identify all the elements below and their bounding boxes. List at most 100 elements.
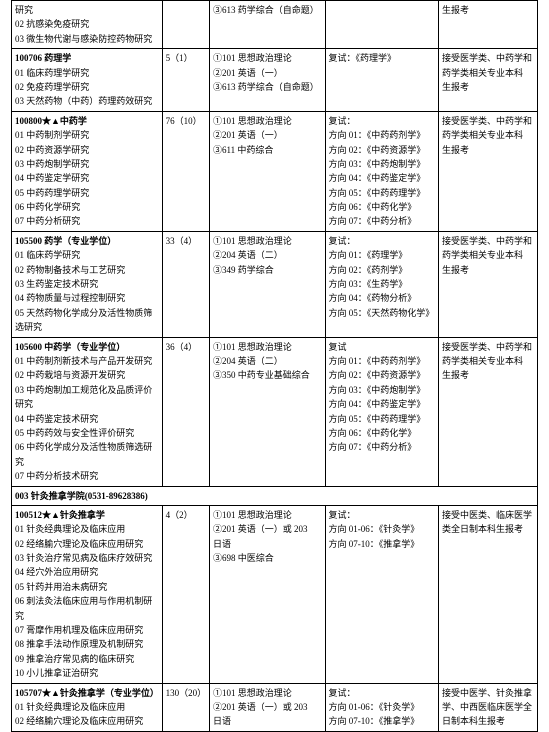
program-cell-line: 10 小儿推拿证治研究 bbox=[15, 666, 159, 680]
program-cell-line: 03 生药鉴定技术研究 bbox=[15, 277, 159, 291]
retest-cell-line: 方向 02：《中药资源学》 bbox=[329, 143, 435, 157]
exam-cell-line: ②204 英语（二） bbox=[213, 248, 322, 262]
retest-cell-line: 方向 03：《中药炮制学》 bbox=[329, 157, 435, 171]
program-cell-line: 105500 药学（专业学位） bbox=[15, 234, 159, 248]
exam-cell-line: ③611 中药综合 bbox=[213, 143, 322, 157]
retest-cell-line: 方向 07：《中药分析》 bbox=[329, 214, 435, 228]
program-cell-line: 02 免疫药理学研究 bbox=[15, 80, 159, 94]
table-row: 100512★▲针灸推拿学01 针灸经典理论及临床应用02 经络腧穴理论及临床应… bbox=[12, 505, 538, 683]
table-row: 003 针灸推拿学院(0531-89628386) bbox=[12, 486, 538, 505]
exam-cell-line: ③698 中医综合 bbox=[213, 551, 322, 565]
program-cell-line: 09 推拿治疗常见病的临床研究 bbox=[15, 652, 159, 666]
exam-cell-line: ①101 思想政治理论 bbox=[213, 51, 322, 65]
retest-cell bbox=[325, 1, 438, 49]
program-cell-line: 105707★▲针灸推拿学（专业学位） bbox=[15, 686, 159, 700]
requirement-cell: 接受医学类、中药学和药学类相关专业本科生报考 bbox=[438, 49, 537, 112]
requirement-cell: 接受医学类、中药学和药学类相关专业本科生报考 bbox=[438, 231, 537, 337]
exam-cell-line: ③613 药学综合（自命题） bbox=[213, 3, 322, 17]
program-cell-line: 03 中药炮制加工规范化及品质评价研究 bbox=[15, 383, 159, 412]
exam-cell: ①101 思想政治理论②204 英语（二）③349 药学综合 bbox=[210, 231, 326, 337]
retest-cell-line: 方向 04：《中药鉴定学》 bbox=[329, 171, 435, 185]
retest-cell-line: 复试： bbox=[329, 114, 435, 128]
retest-cell-line: 方向 06：《中药化学》 bbox=[329, 200, 435, 214]
requirement-cell-line: 生报考 bbox=[442, 80, 534, 94]
program-cell-line: 02 中药资源学研究 bbox=[15, 143, 159, 157]
exam-cell-line: 日语 bbox=[213, 537, 322, 551]
exam-cell: ①101 思想政治理论②201 英语（一）或 203日语 bbox=[210, 683, 326, 731]
section-header: 003 针灸推拿学院(0531-89628386) bbox=[12, 486, 538, 505]
requirement-cell-line: 生报考 bbox=[442, 263, 534, 277]
exam-cell-line: ②201 英语（一）或 203 bbox=[213, 700, 322, 714]
program-cell-line: 03 微生物代谢与感染防控药物研究 bbox=[15, 32, 159, 46]
requirement-cell-line: 药学类相关专业本科 bbox=[442, 248, 534, 262]
retest-cell-line: 方向 01：《药理学》 bbox=[329, 248, 435, 262]
retest-cell-line: 方向 01：《中药药剂学》 bbox=[329, 128, 435, 142]
exam-cell-line: ①101 思想政治理论 bbox=[213, 114, 322, 128]
exam-cell-line: ③349 药学综合 bbox=[213, 263, 322, 277]
program-cell-line: 06 中药化学成分及活性物质筛选研究 bbox=[15, 440, 159, 469]
table-row: 100706 药理学01 临床药理学研究02 免疫药理学研究03 天然药物（中药… bbox=[12, 49, 538, 112]
retest-cell-line: 复试 bbox=[329, 340, 435, 354]
program-cell-line: 04 药物质量与过程控制研究 bbox=[15, 291, 159, 305]
requirement-cell-line: 生报考 bbox=[442, 368, 534, 382]
table-row: 105707★▲针灸推拿学（专业学位）01 针灸经典理论及临床应用02 经络腧穴… bbox=[12, 683, 538, 731]
retest-cell: 复试：方向 01：《中药药剂学》方向 02：《中药资源学》方向 03：《中药炮制… bbox=[325, 111, 438, 231]
requirement-cell-line: 学、中西医临床医学全 bbox=[442, 700, 534, 714]
retest-cell-line: 方向 03：《中药炮制学》 bbox=[329, 383, 435, 397]
program-cell-line: 01 针灸经典理论及临床应用 bbox=[15, 522, 159, 536]
program-cell-line: 03 针灸治疗常见病及临床疗效研究 bbox=[15, 551, 159, 565]
retest-cell-line: 复试： bbox=[329, 234, 435, 248]
program-cell-line: 04 中药鉴定技术研究 bbox=[15, 412, 159, 426]
retest-cell-line: 方向 05：《中药药理学》 bbox=[329, 412, 435, 426]
retest-cell-line: 方向 02：《中药资源学》 bbox=[329, 368, 435, 382]
retest-cell-line: 方向 04：《中药鉴定学》 bbox=[329, 397, 435, 411]
exam-cell-line: ②201 英语（一） bbox=[213, 128, 322, 142]
program-cell-line: 100512★▲针灸推拿学 bbox=[15, 508, 159, 522]
program-cell-line: 02 中药栽培与资源开发研究 bbox=[15, 368, 159, 382]
program-cell-line: 01 中药制剂新技术与产品开发研究 bbox=[15, 354, 159, 368]
program-cell-line: 08 推拿手法动作原理及机制研究 bbox=[15, 637, 159, 651]
quota-cell: 33（4） bbox=[162, 231, 209, 337]
requirement-cell-line: 接受中医类、临床医学 bbox=[442, 508, 534, 522]
requirement-cell: 接受医学类、中药学和药学类相关专业本科生报考 bbox=[438, 337, 537, 486]
program-cell-line: 05 天然药物化学成分及活性物质筛选研究 bbox=[15, 306, 159, 335]
program-cell-line: 02 药物制备技术与工艺研究 bbox=[15, 263, 159, 277]
exam-cell: ①101 思想政治理论②201 英语（一）③613 药学综合（自命题） bbox=[210, 49, 326, 112]
retest-cell-line: 方向 01：《中药药剂学》 bbox=[329, 354, 435, 368]
requirement-cell-line: 接受医学类、中药学和 bbox=[442, 234, 534, 248]
retest-cell: 复试：方向 01：《药理学》方向 02：《药剂学》方向 03：《生药学》方向 0… bbox=[325, 231, 438, 337]
program-cell-line: 07 中药分析技术研究 bbox=[15, 469, 159, 483]
requirement-cell-line: 接受中医学、针灸推拿 bbox=[442, 686, 534, 700]
exam-cell: ③613 药学综合（自命题） bbox=[210, 1, 326, 49]
quota-cell: 5（1） bbox=[162, 49, 209, 112]
requirement-cell-line: 接受医学类、中药学和 bbox=[442, 51, 534, 65]
exam-cell-line: ③350 中药专业基础综合 bbox=[213, 368, 322, 382]
requirement-cell-line: 接受医学类、中药学和 bbox=[442, 114, 534, 128]
program-cell: 100512★▲针灸推拿学01 针灸经典理论及临床应用02 经络腧穴理论及临床应… bbox=[12, 505, 163, 683]
program-cell-line: 05 中药药理学研究 bbox=[15, 186, 159, 200]
requirement-cell: 接受医学类、中药学和药学类相关专业本科生报考 bbox=[438, 111, 537, 231]
retest-cell-line: 方向 02：《药剂学》 bbox=[329, 263, 435, 277]
exam-cell-line: ②201 英语（一）或 203 bbox=[213, 522, 322, 536]
program-cell-line: 02 抗感染免疫研究 bbox=[15, 17, 159, 31]
exam-cell-line: ①101 思想政治理论 bbox=[213, 234, 322, 248]
exam-cell-line: ③613 药学综合（自命题） bbox=[213, 80, 322, 94]
retest-cell-line: 方向 07-10：《推拿学》 bbox=[329, 714, 435, 728]
requirement-cell-line: 药学类相关专业本科 bbox=[442, 128, 534, 142]
program-cell-line: 01 临床药学研究 bbox=[15, 248, 159, 262]
program-cell: 105707★▲针灸推拿学（专业学位）01 针灸经典理论及临床应用02 经络腧穴… bbox=[12, 683, 163, 731]
exam-cell-line: ②204 英语（二） bbox=[213, 354, 322, 368]
table-row: 研究02 抗感染免疫研究03 微生物代谢与感染防控药物研究③613 药学综合（自… bbox=[12, 1, 538, 49]
program-cell-line: 01 针灸经典理论及临床应用 bbox=[15, 700, 159, 714]
requirement-cell-line: 药学类相关专业本科 bbox=[442, 354, 534, 368]
retest-cell: 复试：方向 01-06：《针灸学》方向 07-10：《推拿学》 bbox=[325, 683, 438, 731]
requirement-cell-line: 药学类相关专业本科 bbox=[442, 66, 534, 80]
program-table: 研究02 抗感染免疫研究03 微生物代谢与感染防控药物研究③613 药学综合（自… bbox=[11, 0, 538, 732]
retest-cell-line: 复试：《药理学》 bbox=[329, 51, 435, 65]
quota-cell: 130（20） bbox=[162, 683, 209, 731]
exam-cell-line: ①101 思想政治理论 bbox=[213, 686, 322, 700]
requirement-cell-line: 类全日制本科生报考 bbox=[442, 522, 534, 536]
retest-cell-line: 方向 01-06：《针灸学》 bbox=[329, 522, 435, 536]
retest-cell-line: 方向 05：《中药药理学》 bbox=[329, 186, 435, 200]
program-cell-line: 06 刺法灸法临床应用与作用机制研究 bbox=[15, 594, 159, 623]
